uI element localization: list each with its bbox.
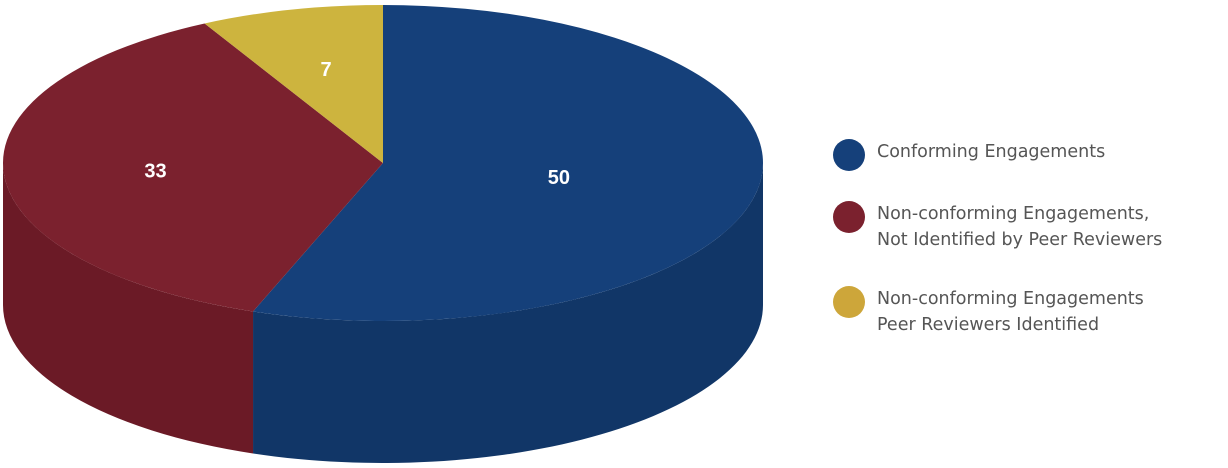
data-label: 7 bbox=[320, 59, 331, 81]
legend-swatch-gold bbox=[833, 286, 865, 318]
legend-line: Conforming Engagements bbox=[877, 142, 1106, 162]
legend-item-conforming: Conforming Engagements bbox=[833, 139, 1105, 171]
legend-label-non-conforming-identified: Non-conforming Engagements Peer Reviewer… bbox=[877, 286, 1144, 338]
slice-non-conforming-not-identified-side bbox=[3, 163, 254, 454]
pie-chart: 50 33 7 bbox=[2, 4, 764, 463]
slice-non-conforming-not-identified bbox=[2, 23, 384, 312]
data-label: 33 bbox=[144, 161, 166, 183]
legend-swatch-red bbox=[833, 201, 865, 233]
legend-line: Peer Reviewers Identified bbox=[877, 315, 1100, 335]
legend-label-conforming: Conforming Engagements bbox=[877, 139, 1105, 165]
legend-item-non-conforming-not-identified: Non-conforming Engagements, Not Identifi… bbox=[833, 201, 1162, 253]
legend-item-non-conforming-identified: Non-conforming Engagements Peer Reviewer… bbox=[833, 286, 1144, 338]
slice-conforming bbox=[253, 5, 764, 321]
legend: Conforming Engagements Non-conforming En… bbox=[833, 0, 1228, 468]
legend-line: Not Identified by Peer Reviewers bbox=[877, 230, 1163, 250]
data-label: 50 bbox=[548, 167, 570, 189]
slice-conforming-side bbox=[253, 163, 763, 463]
legend-line: Non-conforming Engagements bbox=[877, 289, 1144, 309]
legend-swatch-blue bbox=[833, 139, 865, 171]
legend-label-non-conforming-not-identified: Non-conforming Engagements, Not Identifi… bbox=[877, 201, 1162, 253]
slice-non-conforming-identified bbox=[204, 4, 383, 163]
legend-line: Non-conforming Engagements, bbox=[877, 204, 1150, 224]
